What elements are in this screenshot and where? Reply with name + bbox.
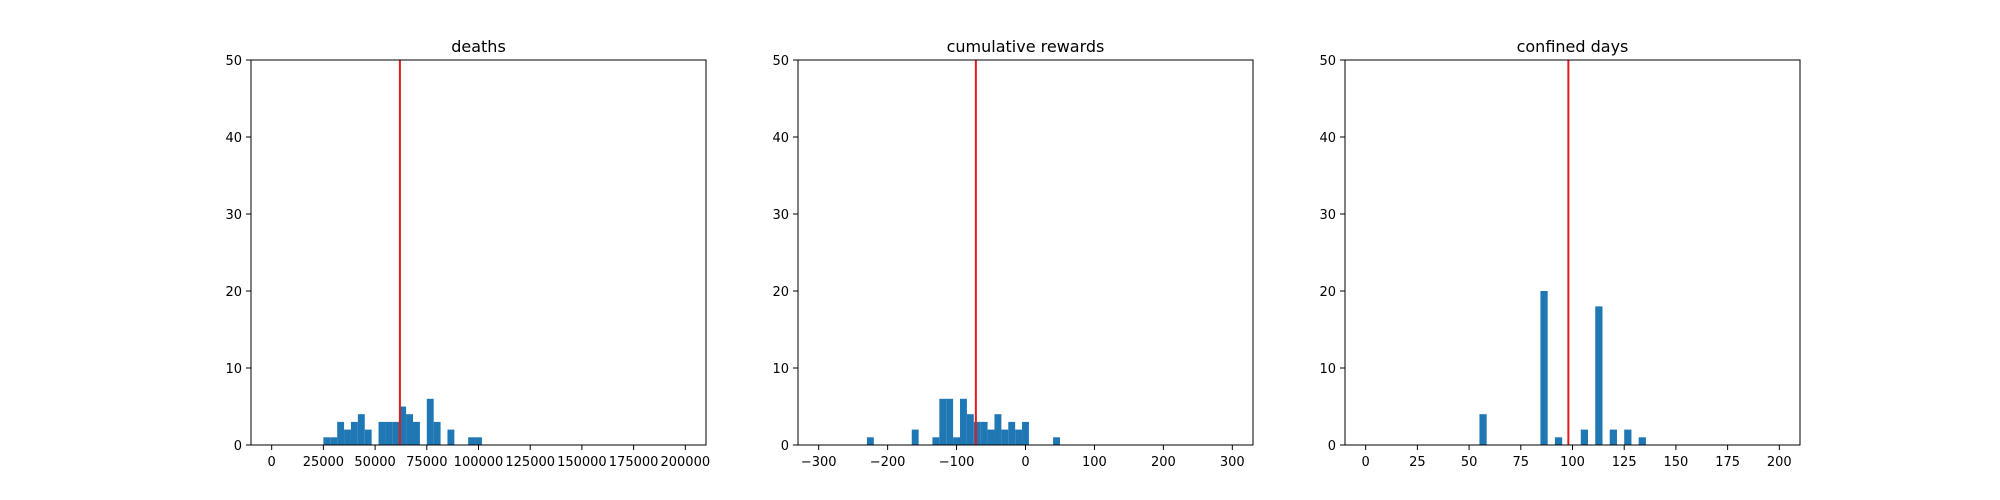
confined-days-xtick-label-7: 175 — [1715, 455, 1740, 470]
cumulative-rewards-bar-13 — [1008, 421, 1016, 445]
cumulative-rewards-bar-15 — [1022, 421, 1029, 445]
cumulative-rewards-title: cumulative rewards — [947, 37, 1105, 56]
cumulative-rewards-bar-2 — [932, 437, 940, 445]
deaths-xtick-label-0: 0 — [268, 455, 276, 470]
deaths-ytick-label-0: 0 — [234, 439, 242, 454]
deaths-ytick-label-2: 20 — [225, 285, 242, 300]
confined-days-bar-6 — [1624, 429, 1632, 445]
deaths-xtick-label-8: 200000 — [660, 455, 710, 470]
cumulative-rewards-bar-12 — [1001, 429, 1009, 445]
deaths-bar-14 — [433, 421, 441, 445]
confined-days-bar-5 — [1609, 429, 1617, 445]
deaths-xtick-label-5: 125000 — [505, 455, 555, 470]
cumulative-rewards-panel: −300 −200 −100 0 100 200 300 0 10 20 30 40 50 cumulat… — [772, 37, 1254, 470]
cumulative-rewards-xtick-label-1: −200 — [870, 455, 906, 470]
deaths-bar-17 — [475, 437, 482, 445]
cumulative-rewards-bar-9 — [980, 421, 988, 445]
deaths-xtick-label-7: 175000 — [609, 455, 659, 470]
deaths-bar-11 — [406, 414, 413, 445]
cumulative-rewards-xtick-label-3: 0 — [1021, 455, 1029, 470]
deaths-bar-9 — [392, 421, 400, 445]
deaths-bar-15 — [447, 429, 455, 445]
deaths-panel: 0 25000 50000 75000 100000 125000 150000 175000… — [225, 37, 710, 470]
cumulative-rewards-ytick-label-5: 50 — [772, 54, 789, 69]
confined-days-xtick-label-4: 100 — [1560, 455, 1585, 470]
cumulative-rewards-bar-10 — [987, 429, 995, 445]
deaths-xtick-label-3: 75000 — [406, 455, 447, 470]
confined-days-bar-7 — [1638, 437, 1646, 445]
confined-days-xtick-label-2: 50 — [1461, 455, 1478, 470]
confined-days-ytick-label-4: 40 — [1319, 131, 1336, 146]
cumulative-rewards-bar-7 — [966, 414, 974, 445]
cumulative-rewards-ytick-label-2: 20 — [772, 285, 789, 300]
cumulative-rewards-xtick-label-0: −300 — [801, 455, 837, 470]
cumulative-rewards-ytick-label-0: 0 — [781, 439, 789, 454]
deaths-bar-8 — [385, 421, 393, 445]
deaths-bar-4 — [350, 421, 358, 445]
confined-days-xtick-label-0: 0 — [1362, 455, 1370, 470]
deaths-bar-0 — [323, 437, 331, 445]
confined-days-bar-2 — [1554, 437, 1563, 445]
confined-days-bar-1 — [1540, 291, 1548, 445]
deaths-bar-10 — [399, 406, 407, 445]
confined-days-xtick-label-6: 150 — [1663, 455, 1688, 470]
confined-days-ytick-label-3: 30 — [1319, 208, 1336, 223]
confined-days-ytick-label-5: 50 — [1319, 54, 1336, 69]
deaths-xtick-label-2: 50000 — [354, 455, 395, 470]
confined-days-xtick-label-8: 200 — [1767, 455, 1792, 470]
cumulative-rewards-bar-6 — [960, 398, 967, 445]
deaths-bar-1 — [330, 437, 338, 445]
cumulative-rewards-bar-16 — [1053, 437, 1060, 445]
confined-days-bar-3 — [1580, 429, 1589, 445]
deaths-bar-12 — [413, 421, 420, 445]
deaths-axes-frame — [250, 59, 707, 446]
confined-days-bar-0 — [1479, 414, 1487, 445]
cumulative-rewards-bar-11 — [994, 414, 1002, 445]
deaths-bar-16 — [468, 437, 476, 445]
cumulative-rewards-bar-8 — [973, 421, 981, 445]
confined-days-xtick-label-3: 75 — [1513, 455, 1530, 470]
deaths-xtick-label-6: 150000 — [557, 455, 607, 470]
deaths-xtick-label-1: 25000 — [303, 455, 344, 470]
deaths-bar-3 — [344, 429, 351, 445]
confined-days-ytick-label-1: 10 — [1319, 362, 1336, 377]
cumulative-rewards-xtick-label-2: −100 — [939, 455, 975, 470]
cumulative-rewards-bar-3 — [939, 398, 947, 445]
deaths-bar-6 — [364, 429, 372, 445]
confined-days-panel: 0 25 50 75 100 125 150 175 200 0 10 20 30 40 50 confine… — [1319, 37, 1801, 470]
deaths-bar-13 — [426, 398, 434, 445]
confined-days-xtick-label-5: 125 — [1612, 455, 1637, 470]
deaths-bar-2 — [337, 421, 345, 445]
confined-days-axes-frame — [1344, 59, 1801, 446]
cumulative-rewards-xtick-label-4: 100 — [1082, 455, 1107, 470]
deaths-title: deaths — [451, 37, 506, 56]
cumulative-rewards-bar-14 — [1015, 429, 1023, 445]
deaths-ytick-label-4: 40 — [225, 131, 242, 146]
cumulative-rewards-bar-0 — [866, 437, 874, 445]
deaths-bar-5 — [357, 414, 365, 445]
cumulative-rewards-bar-4 — [946, 398, 954, 445]
deaths-bar-7 — [378, 421, 386, 445]
confined-days-ytick-label-0: 0 — [1328, 439, 1336, 454]
deaths-ytick-label-1: 10 — [225, 362, 242, 377]
cumulative-rewards-ytick-label-3: 30 — [772, 208, 789, 223]
confined-days-title: confined days — [1517, 37, 1629, 56]
deaths-xtick-label-4: 100000 — [454, 455, 504, 470]
confined-days-bar-4 — [1595, 306, 1603, 445]
cumulative-rewards-bar-5 — [953, 437, 960, 445]
deaths-ytick-label-5: 50 — [225, 54, 242, 69]
confined-days-ytick-label-2: 20 — [1319, 285, 1336, 300]
cumulative-rewards-axes-frame — [797, 59, 1254, 446]
cumulative-rewards-xtick-label-5: 200 — [1151, 455, 1176, 470]
cumulative-rewards-xtick-label-6: 300 — [1220, 455, 1245, 470]
cumulative-rewards-ytick-label-4: 40 — [772, 131, 789, 146]
confined-days-xtick-label-1: 25 — [1409, 455, 1426, 470]
deaths-ytick-label-3: 30 — [225, 208, 242, 223]
cumulative-rewards-ytick-label-1: 10 — [772, 362, 789, 377]
cumulative-rewards-bar-1 — [911, 429, 919, 445]
